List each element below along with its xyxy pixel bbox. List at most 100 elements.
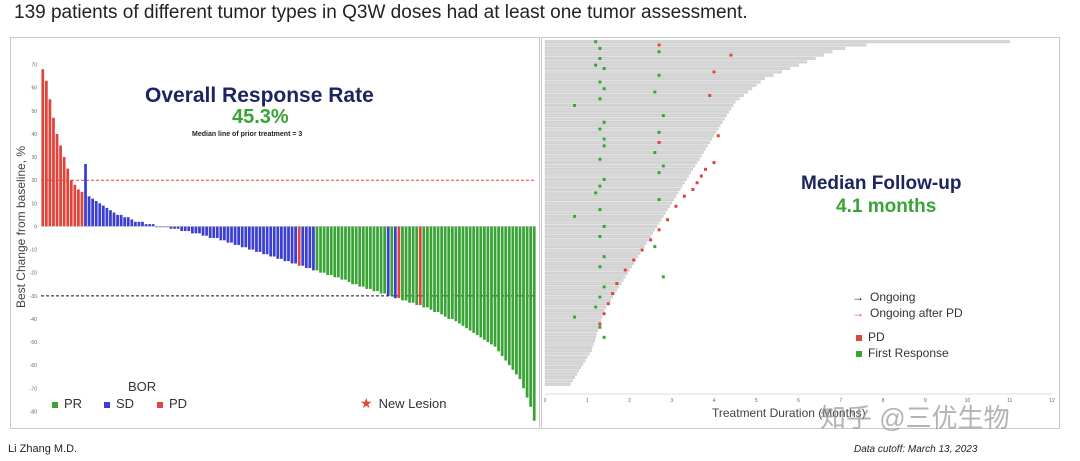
waterfall-bar [233, 226, 237, 245]
author: Li Zhang M.D. [8, 443, 78, 455]
x-axis-label: Treatment Duration (Months) [712, 406, 866, 420]
swimmer-chart: 0 1 2 3 4 5 6 7 8 9 10 11 12 [544, 40, 1055, 404]
waterfall-bar [340, 226, 344, 280]
x-tick-label: 4 [713, 398, 716, 404]
x-tick-label: 1 [586, 398, 589, 404]
swimmer-bar [544, 278, 624, 282]
swimmer-bar [544, 63, 799, 67]
y-tick-label: -40 [30, 317, 37, 323]
swimmer-bar [544, 211, 666, 215]
y-tick-label: -60 [30, 363, 37, 369]
waterfall-bar [169, 226, 173, 229]
y-tick-label: -70 [30, 386, 37, 392]
first-response-marker [602, 177, 606, 181]
waterfall-bar [279, 226, 283, 259]
page-title: 139 patients of different tumor types in… [14, 2, 748, 23]
waterfall-bar [507, 226, 511, 366]
waterfall-bar [397, 226, 401, 299]
first-response-marker [653, 90, 657, 94]
swimmer-bar [544, 191, 679, 195]
swimmer-bar [544, 335, 596, 339]
waterfall-bar [304, 226, 308, 269]
first-response-marker [594, 305, 598, 309]
swimmer-bar [544, 372, 577, 376]
waterfall-bar [354, 226, 358, 285]
waterfall-bar [386, 226, 390, 296]
waterfall-bar [223, 226, 226, 241]
swimmer-bar [544, 174, 689, 178]
y-tick-label: 0 [34, 224, 37, 230]
x-tick-label: 12 [1049, 398, 1055, 404]
pd-event-marker [632, 258, 636, 262]
waterfall-bar [322, 226, 326, 273]
pd-event-marker [712, 70, 716, 74]
waterfall-bar [326, 226, 330, 275]
swimmer-bar [544, 80, 761, 84]
waterfall-bar [255, 226, 258, 252]
waterfall-bar [162, 226, 166, 228]
first-response-marker [657, 73, 661, 77]
swimmer-bar [544, 40, 1010, 44]
waterfall-bar [497, 226, 500, 352]
swimmer-bar [544, 83, 757, 87]
waterfall-bar [504, 226, 508, 361]
swimmer-bar [544, 194, 677, 198]
legend-pr: PR [52, 396, 82, 411]
waterfall-bar [183, 226, 187, 232]
waterfall-bar [351, 226, 354, 285]
pd-event-marker [598, 322, 602, 326]
first-response-marker [594, 63, 598, 67]
first-response-marker [598, 46, 602, 50]
first-response-marker [594, 191, 598, 195]
waterfall-bar [166, 226, 169, 228]
waterfall-bar [48, 99, 52, 227]
swimmer-bar [544, 245, 645, 249]
waterfall-bar [55, 133, 59, 227]
x-tick-label: 8 [882, 398, 885, 404]
first-response-marker [598, 80, 602, 84]
prior-line-note: Median line of prior treatment = 3 [192, 131, 303, 138]
waterfall-bar [262, 226, 265, 255]
swimmer-panel: 0 1 2 3 4 5 6 7 8 9 10 11 12 [541, 37, 1060, 429]
swimmer-bar [544, 282, 622, 285]
swimmer-bar [544, 67, 791, 70]
waterfall-bar [205, 226, 208, 236]
swimmer-bar [544, 134, 715, 138]
waterfall-bar [180, 226, 184, 232]
waterfall-bar [297, 226, 301, 266]
swimmer-bar [544, 362, 584, 366]
waterfall-bar [461, 226, 465, 326]
first-response-marker [602, 87, 606, 91]
first-response-marker [602, 144, 606, 148]
waterfall-bar [208, 226, 212, 238]
waterfall-chart: 70 60 50 40 30 20 10 0 -10 -20 -30 -40 -50 -60 -70 -80 [30, 63, 536, 421]
swimmer-bar [544, 366, 582, 369]
waterfall-bar [137, 221, 141, 227]
waterfall-bar [518, 226, 522, 380]
x-tick-label: 2 [628, 398, 631, 404]
pd-event-marker [606, 302, 610, 306]
swimmer-bar [544, 77, 765, 81]
waterfall-bar [515, 226, 518, 375]
swimmer-bar [544, 225, 658, 228]
swimmer-bar [544, 171, 691, 175]
legend-pr-label: PR [64, 396, 83, 411]
waterfall-bar [408, 226, 411, 303]
swimmer-bar [544, 53, 825, 57]
swimmer-bar [544, 120, 723, 124]
waterfall-bar [372, 226, 376, 292]
swimmer-bar [544, 329, 598, 333]
waterfall-bar [390, 226, 394, 296]
waterfall-bar [486, 226, 490, 343]
swimmer-bar [544, 261, 634, 265]
first-response-marker [602, 335, 606, 339]
waterfall-bar [276, 226, 280, 259]
swimmer-bar [544, 248, 643, 252]
first-response-marker [598, 56, 602, 60]
y-tick-label: 60 [31, 86, 37, 92]
waterfall-bar [237, 226, 241, 245]
waterfall-bar [119, 214, 123, 227]
pd-event-marker [712, 161, 716, 165]
swimmer-bar [544, 298, 611, 302]
waterfall-bar [251, 226, 255, 250]
